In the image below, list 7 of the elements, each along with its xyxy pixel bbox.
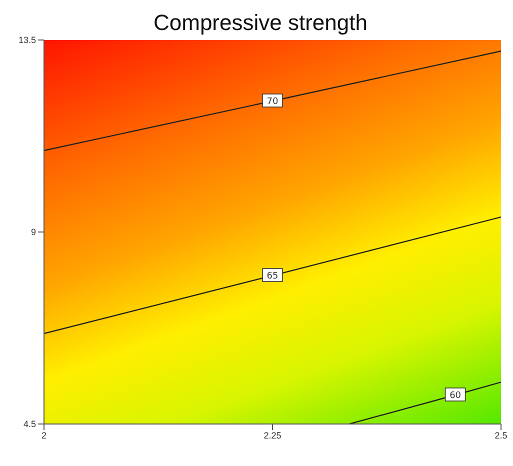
- y-tick-label: 4.5: [23, 419, 36, 430]
- x-tick-label: 2.25: [264, 430, 282, 440]
- x-tick-label: 2.5: [494, 430, 508, 440]
- chart-title: Compressive strength: [152, 10, 368, 36]
- y-tick-label: 13.5: [18, 35, 36, 46]
- y-tick-label: 9: [30, 227, 36, 238]
- x-tick-label: 2: [41, 430, 47, 440]
